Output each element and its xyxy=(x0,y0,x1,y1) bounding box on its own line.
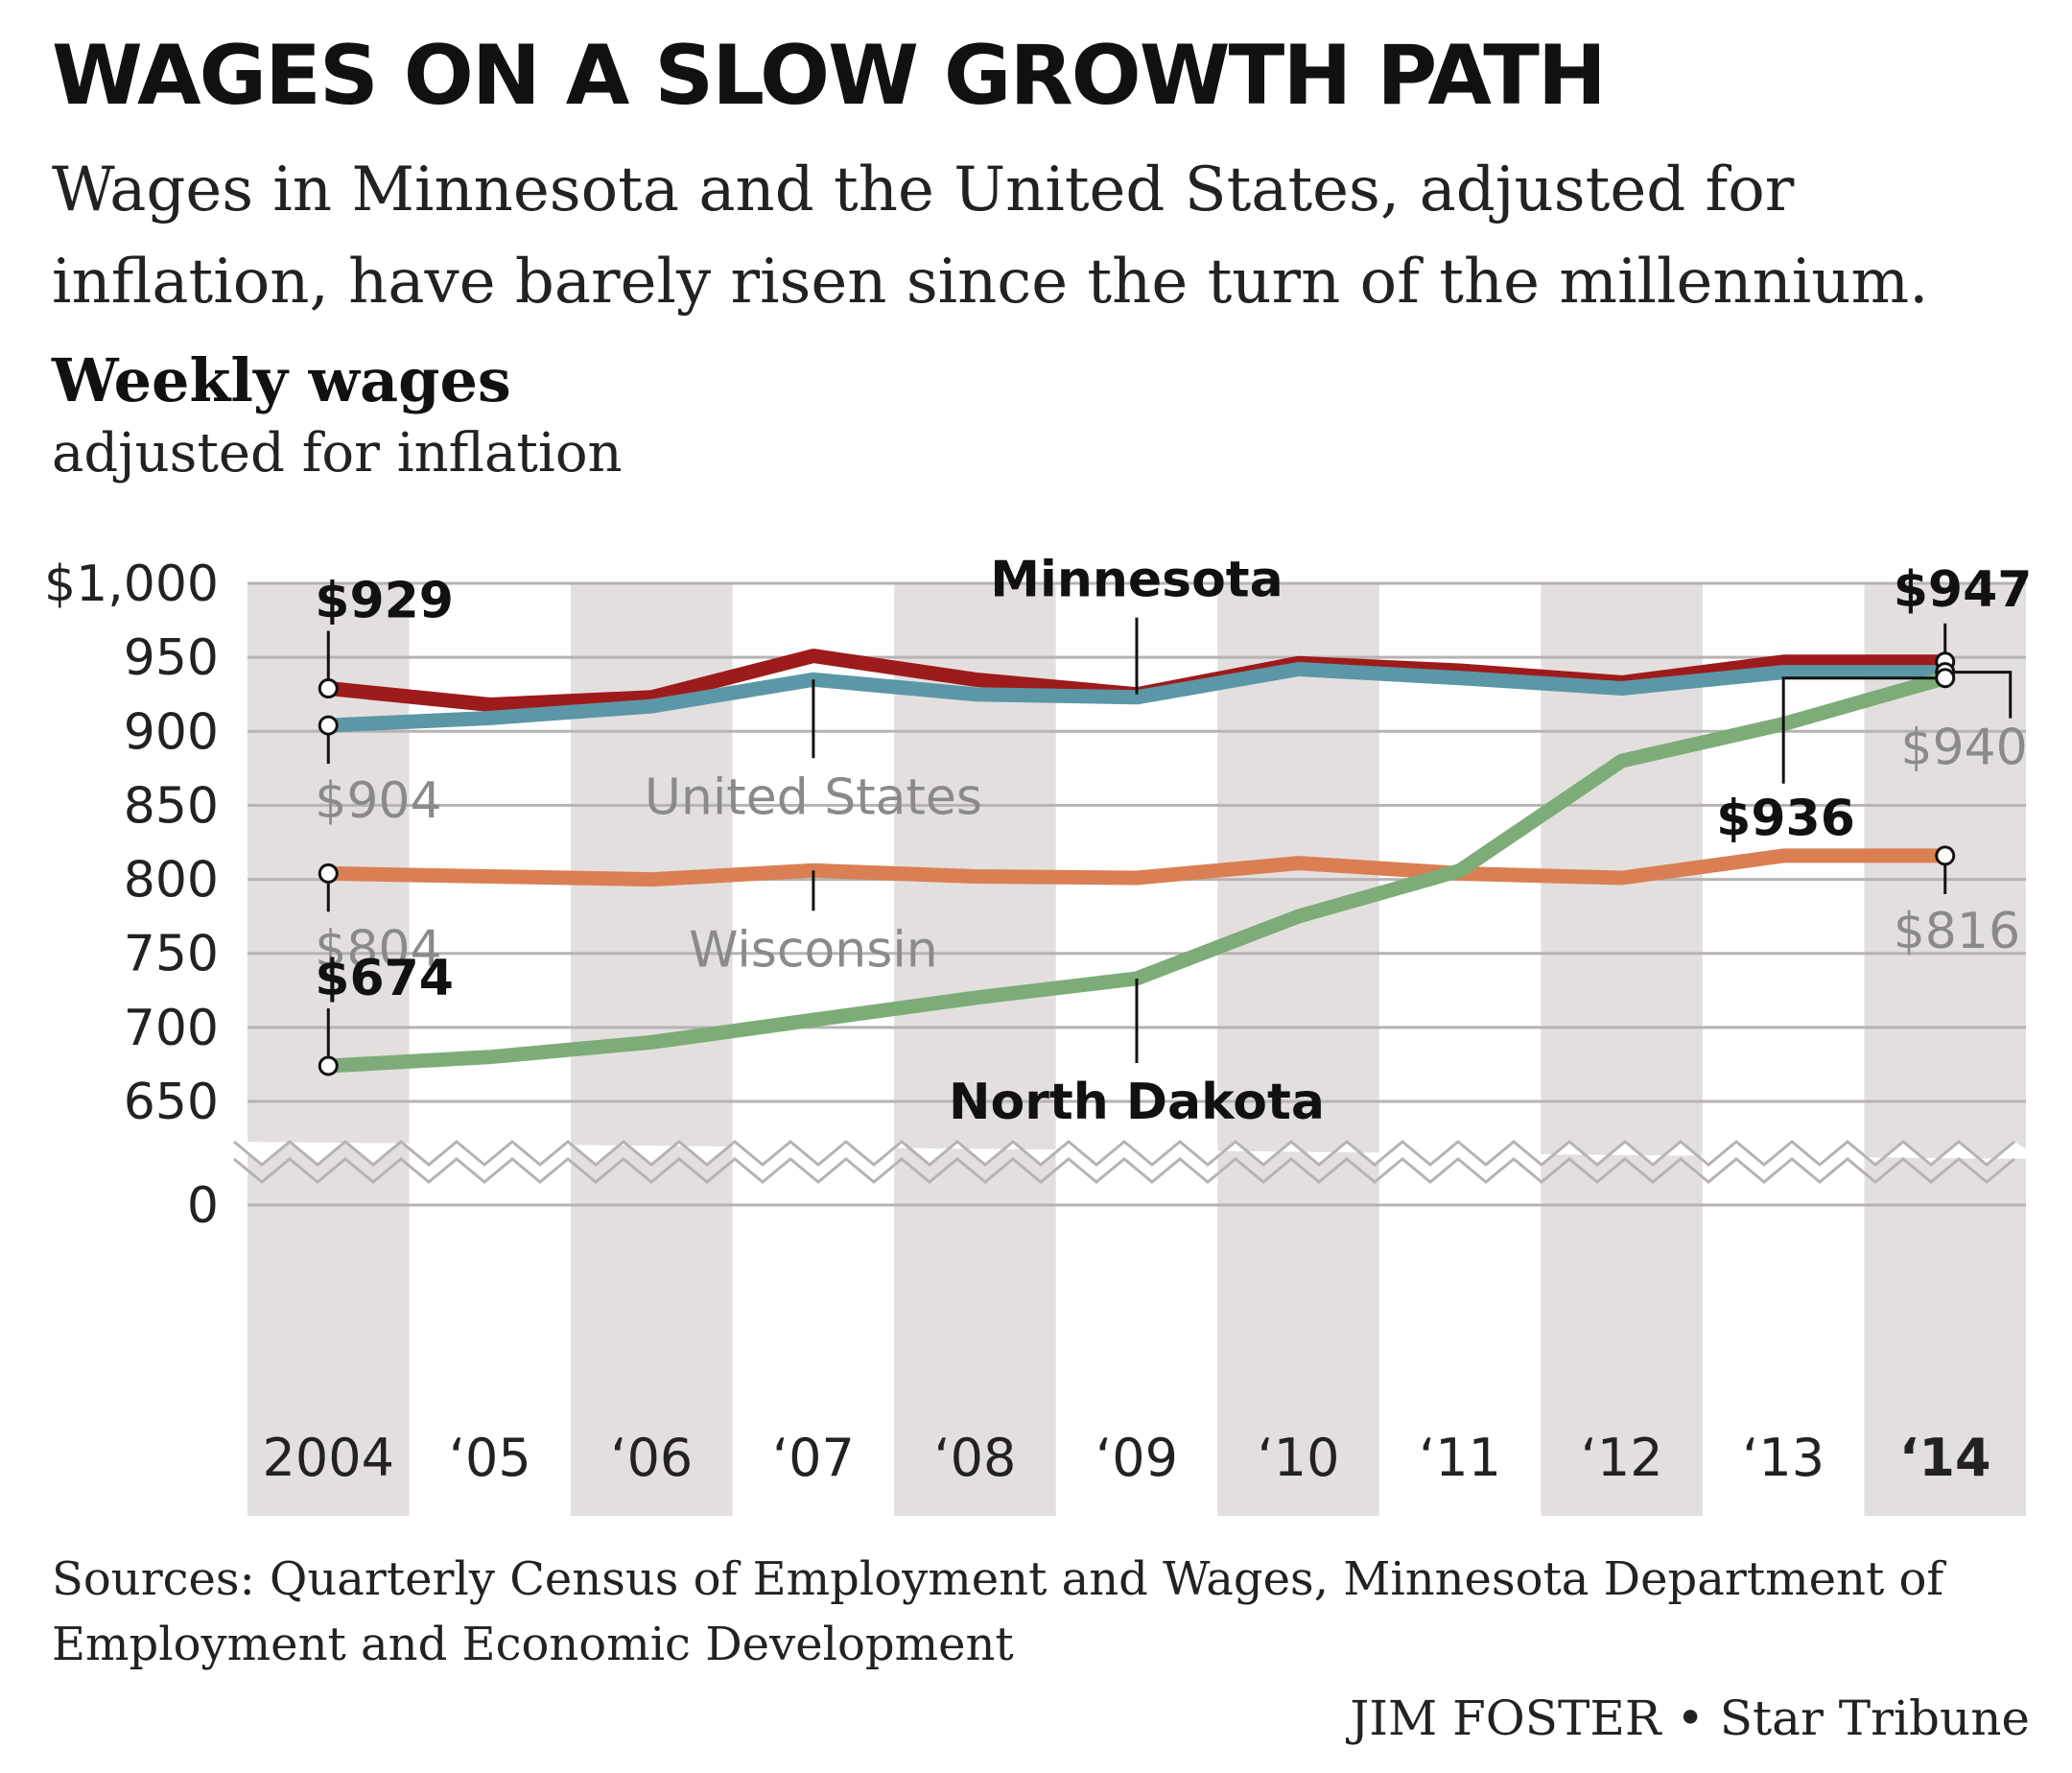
value-label: $904 xyxy=(315,772,441,830)
x-tick-label: ‘06 xyxy=(610,1428,693,1488)
endpoint-marker xyxy=(318,678,339,699)
y-tick-label: 950 xyxy=(124,629,219,687)
x-tick-label: ‘14 xyxy=(1899,1428,1991,1488)
endpoint-marker xyxy=(318,1055,339,1076)
x-tick-label: ‘05 xyxy=(449,1428,531,1488)
x-tick-label: 2004 xyxy=(263,1428,394,1488)
axis-break-fill xyxy=(234,1142,2041,1165)
y-tick-label: 800 xyxy=(124,852,219,910)
value-label: $804 xyxy=(315,920,441,978)
y-tick-label: 700 xyxy=(124,1000,219,1057)
value-label: $940 xyxy=(1900,720,2027,777)
y-tick-label: 750 xyxy=(124,926,219,983)
column-shade xyxy=(1864,583,2026,1516)
y-tick-label: $1,000 xyxy=(44,556,219,613)
series-name-label: Minnesota xyxy=(990,552,1283,609)
column-shade xyxy=(894,583,1056,1516)
section-subtitle: adjusted for inflation xyxy=(52,422,623,485)
sources-note: Sources: Quarterly Census of Employment … xyxy=(52,1552,1944,1671)
column-shade xyxy=(1217,583,1379,1516)
value-label: $674 xyxy=(315,950,454,1007)
leader-line xyxy=(1781,676,1945,784)
y-tick-label: 900 xyxy=(124,703,219,761)
line-chart: $1,000 950 900 850 800 750 700 650 0 2004 ‘05 ‘06 ‘0… xyxy=(44,552,2041,1516)
chart-subtitle: Wages in Minnesota and the United States… xyxy=(52,154,1929,318)
endpoint-marker xyxy=(1935,845,1956,866)
value-label: $936 xyxy=(1716,791,1855,848)
endpoint-marker xyxy=(1935,668,1956,689)
x-tick-label: ‘07 xyxy=(772,1428,855,1488)
series-name-label: United States xyxy=(645,768,982,826)
x-tick-label: ‘09 xyxy=(1095,1428,1178,1488)
series-line-north-dakota xyxy=(327,671,1947,1074)
series-line-wisconsin xyxy=(328,848,1945,887)
series-name-label: North Dakota xyxy=(949,1074,1325,1131)
section-title: Weekly wages xyxy=(52,345,511,415)
axis-break-line xyxy=(233,1157,2015,1184)
x-tick-label: ‘08 xyxy=(934,1428,1017,1488)
x-tick-label: ‘13 xyxy=(1742,1428,1825,1488)
x-tick-label: ‘12 xyxy=(1581,1428,1663,1488)
endpoint-marker xyxy=(318,715,339,736)
credit-line: JIM FOSTER • Star Tribune xyxy=(1350,1690,2030,1746)
endpoint-marker xyxy=(318,863,339,884)
leader-line xyxy=(1944,671,2013,719)
y-tick-label: 850 xyxy=(124,777,219,835)
y-tick-label: 0 xyxy=(187,1177,219,1235)
chart-title: WAGES ON A SLOW GROWTH PATH xyxy=(52,28,1607,124)
series-name-label: Wisconsin xyxy=(689,921,938,979)
x-tick-label: ‘11 xyxy=(1419,1428,1501,1488)
value-label: $947 xyxy=(1894,561,2033,619)
y-tick-label: 650 xyxy=(124,1074,219,1131)
value-label: $816 xyxy=(1894,903,2020,960)
series-line-united-states xyxy=(327,662,1945,733)
x-tick-label: ‘10 xyxy=(1258,1428,1340,1488)
value-label: $929 xyxy=(315,573,454,630)
axis-break-line xyxy=(233,1140,2015,1167)
column-shade xyxy=(1541,583,1703,1516)
